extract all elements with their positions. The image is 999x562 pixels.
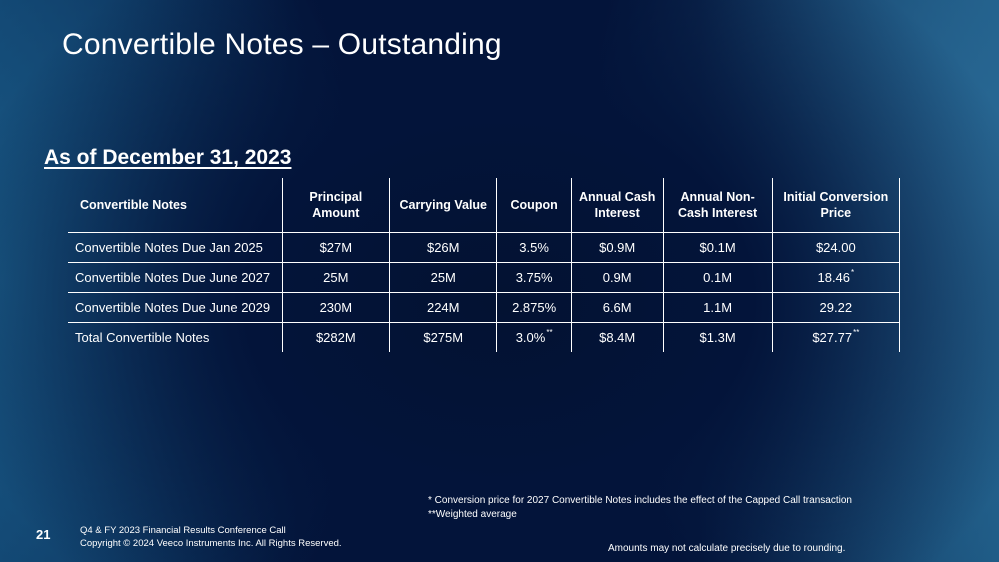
table-cell: 0.1M: [662, 262, 773, 293]
cell-value: Convertible Notes Due June 2029: [75, 300, 271, 315]
table-cell: $27M: [281, 232, 390, 263]
cell-value: $27.77: [812, 330, 853, 345]
cell-value: $275M: [423, 330, 464, 345]
cell-value: $1.3M: [699, 330, 736, 345]
table-cell: $0.1M: [662, 232, 773, 263]
column-header: Principal Amount: [281, 178, 390, 233]
cell-value: 25M: [323, 270, 349, 285]
cell-value: 25M: [430, 270, 456, 285]
table-cell: 29.22: [771, 292, 901, 323]
table-cell: 3.5%: [496, 232, 572, 263]
table-cell: Convertible Notes Due Jan 2025: [68, 232, 283, 263]
table-cell: 230M: [281, 292, 390, 323]
table-cell: 25M: [389, 262, 497, 293]
cell-value: $0.9M: [599, 240, 636, 255]
footer-event-name: Q4 & FY 2023 Financial Results Conferenc…: [80, 525, 286, 536]
cell-value: 29.22: [819, 300, 853, 315]
table-cell: 3.0%**: [496, 322, 572, 352]
column-header: Annual Cash Interest: [570, 178, 664, 233]
cell-value: $0.1M: [699, 240, 736, 255]
cell-value: $8.4M: [599, 330, 636, 345]
cell-value: 0.1M: [703, 270, 733, 285]
footnote-marker: **: [853, 328, 860, 337]
table-cell: $8.4M: [570, 322, 664, 352]
footnotes: * Conversion price for 2027 Convertible …: [428, 494, 852, 522]
table-row: Convertible Notes Due Jan 2025 $27M $26M 3.…: [68, 232, 901, 263]
table-cell: 2.875%: [496, 292, 572, 323]
table-cell: 0.9M: [570, 262, 664, 293]
table-body: Convertible Notes Due Jan 2025 $27M $26M 3.…: [68, 232, 901, 352]
cell-value: 224M: [426, 300, 460, 315]
table-header-row: Convertible Notes Principal Amount Carry…: [68, 178, 901, 233]
footnote-conversion-price: * Conversion price for 2027 Convertible …: [428, 495, 852, 506]
table-cell: Convertible Notes Due June 2029: [68, 292, 283, 323]
table-cell: 3.75%: [496, 262, 572, 293]
column-header: Coupon: [496, 178, 572, 233]
table-cell: $282M: [281, 322, 390, 352]
table-cell: 25M: [281, 262, 390, 293]
table-cell: 224M: [389, 292, 497, 323]
column-header: Carrying Value: [389, 178, 497, 233]
page-number: 21: [36, 527, 51, 542]
cell-value: 2.875%: [512, 300, 557, 315]
table-cell: Convertible Notes Due June 2027: [68, 262, 283, 293]
cell-value: 3.5%: [519, 240, 549, 255]
slide-title: Convertible Notes – Outstanding: [62, 28, 502, 61]
cell-value: 3.0%: [515, 330, 546, 345]
table-cell: $27.77**: [771, 322, 901, 352]
table-row: Convertible Notes Due June 2027 25M 25M 3.7…: [68, 262, 901, 293]
table-row: Convertible Notes Due June 2029 230M 224M 2…: [68, 292, 901, 323]
table-cell: 18.46*: [771, 262, 901, 293]
column-header: Annual Non-Cash Interest: [662, 178, 773, 233]
footer-text: Q4 & FY 2023 Financial Results Conferenc…: [80, 524, 342, 550]
table-cell: 6.6M: [570, 292, 664, 323]
cell-value: 1.1M: [703, 300, 733, 315]
footnote-marker: *: [851, 268, 855, 277]
as-of-date-heading: As of December 31, 2023: [44, 146, 292, 169]
cell-value: 18.46: [817, 270, 851, 285]
footer-copyright: Copyright © 2024 Veeco Instruments Inc. …: [80, 538, 342, 549]
cell-value: $24.00: [815, 240, 856, 255]
table-cell: $0.9M: [570, 232, 664, 263]
convertible-notes-table: Convertible Notes Principal Amount Carry…: [68, 178, 901, 352]
table-cell: Total Convertible Notes: [68, 322, 283, 352]
rounding-note: Amounts may not calculate precisely due …: [608, 543, 846, 554]
table-cell: $275M: [389, 322, 497, 352]
cell-value: $282M: [315, 330, 356, 345]
column-header: Initial Conversion Price: [771, 178, 901, 233]
column-header: Convertible Notes: [80, 198, 187, 212]
cell-value: $26M: [426, 240, 460, 255]
table-cell: $24.00: [771, 232, 901, 263]
cell-value: Total Convertible Notes: [75, 330, 210, 345]
table-cell: 1.1M: [662, 292, 773, 323]
cell-value: 3.75%: [515, 270, 553, 285]
footnote-marker: **: [546, 328, 553, 337]
table-cell: $26M: [389, 232, 497, 263]
cell-value: 230M: [319, 300, 353, 315]
cell-value: Convertible Notes Due June 2027: [75, 270, 271, 285]
cell-value: Convertible Notes Due Jan 2025: [75, 240, 263, 255]
table-row: Total Convertible Notes $282M $275M 3.0%** $…: [68, 322, 901, 352]
table-cell: $1.3M: [662, 322, 773, 352]
cell-value: $27M: [319, 240, 353, 255]
cell-value: 0.9M: [602, 270, 632, 285]
cell-value: 6.6M: [602, 300, 632, 315]
footnote-weighted-average: **Weighted average: [428, 509, 517, 520]
